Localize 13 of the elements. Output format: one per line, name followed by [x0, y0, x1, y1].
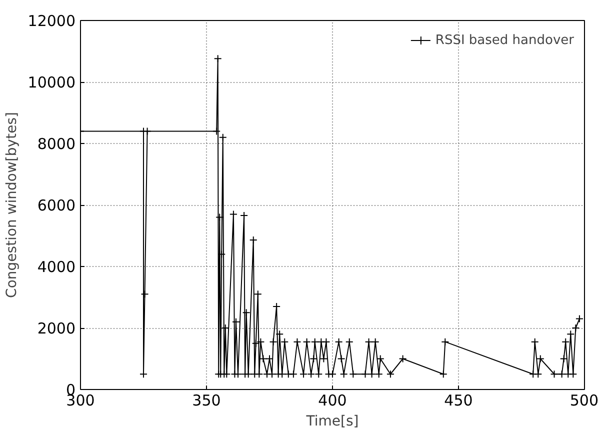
y-tick-label: 10000 — [28, 74, 76, 92]
legend-label: RSSI based handover — [435, 32, 574, 48]
y-axis-title: Congestion window[bytes] — [4, 112, 20, 298]
x-tick-label: 450 — [444, 392, 473, 410]
y-tick-label: 6000 — [37, 196, 76, 214]
x-tick-label: 500 — [570, 392, 598, 410]
x-tick-label: 400 — [318, 392, 347, 410]
x-tick-label: 350 — [192, 392, 221, 410]
y-tick-label: 12000 — [28, 12, 76, 30]
y-tick-label: 2000 — [37, 320, 76, 338]
y-tick-label: 8000 — [37, 135, 76, 153]
y-tick-label: 4000 — [37, 258, 76, 276]
x-axis-title: Time[s] — [305, 414, 359, 430]
